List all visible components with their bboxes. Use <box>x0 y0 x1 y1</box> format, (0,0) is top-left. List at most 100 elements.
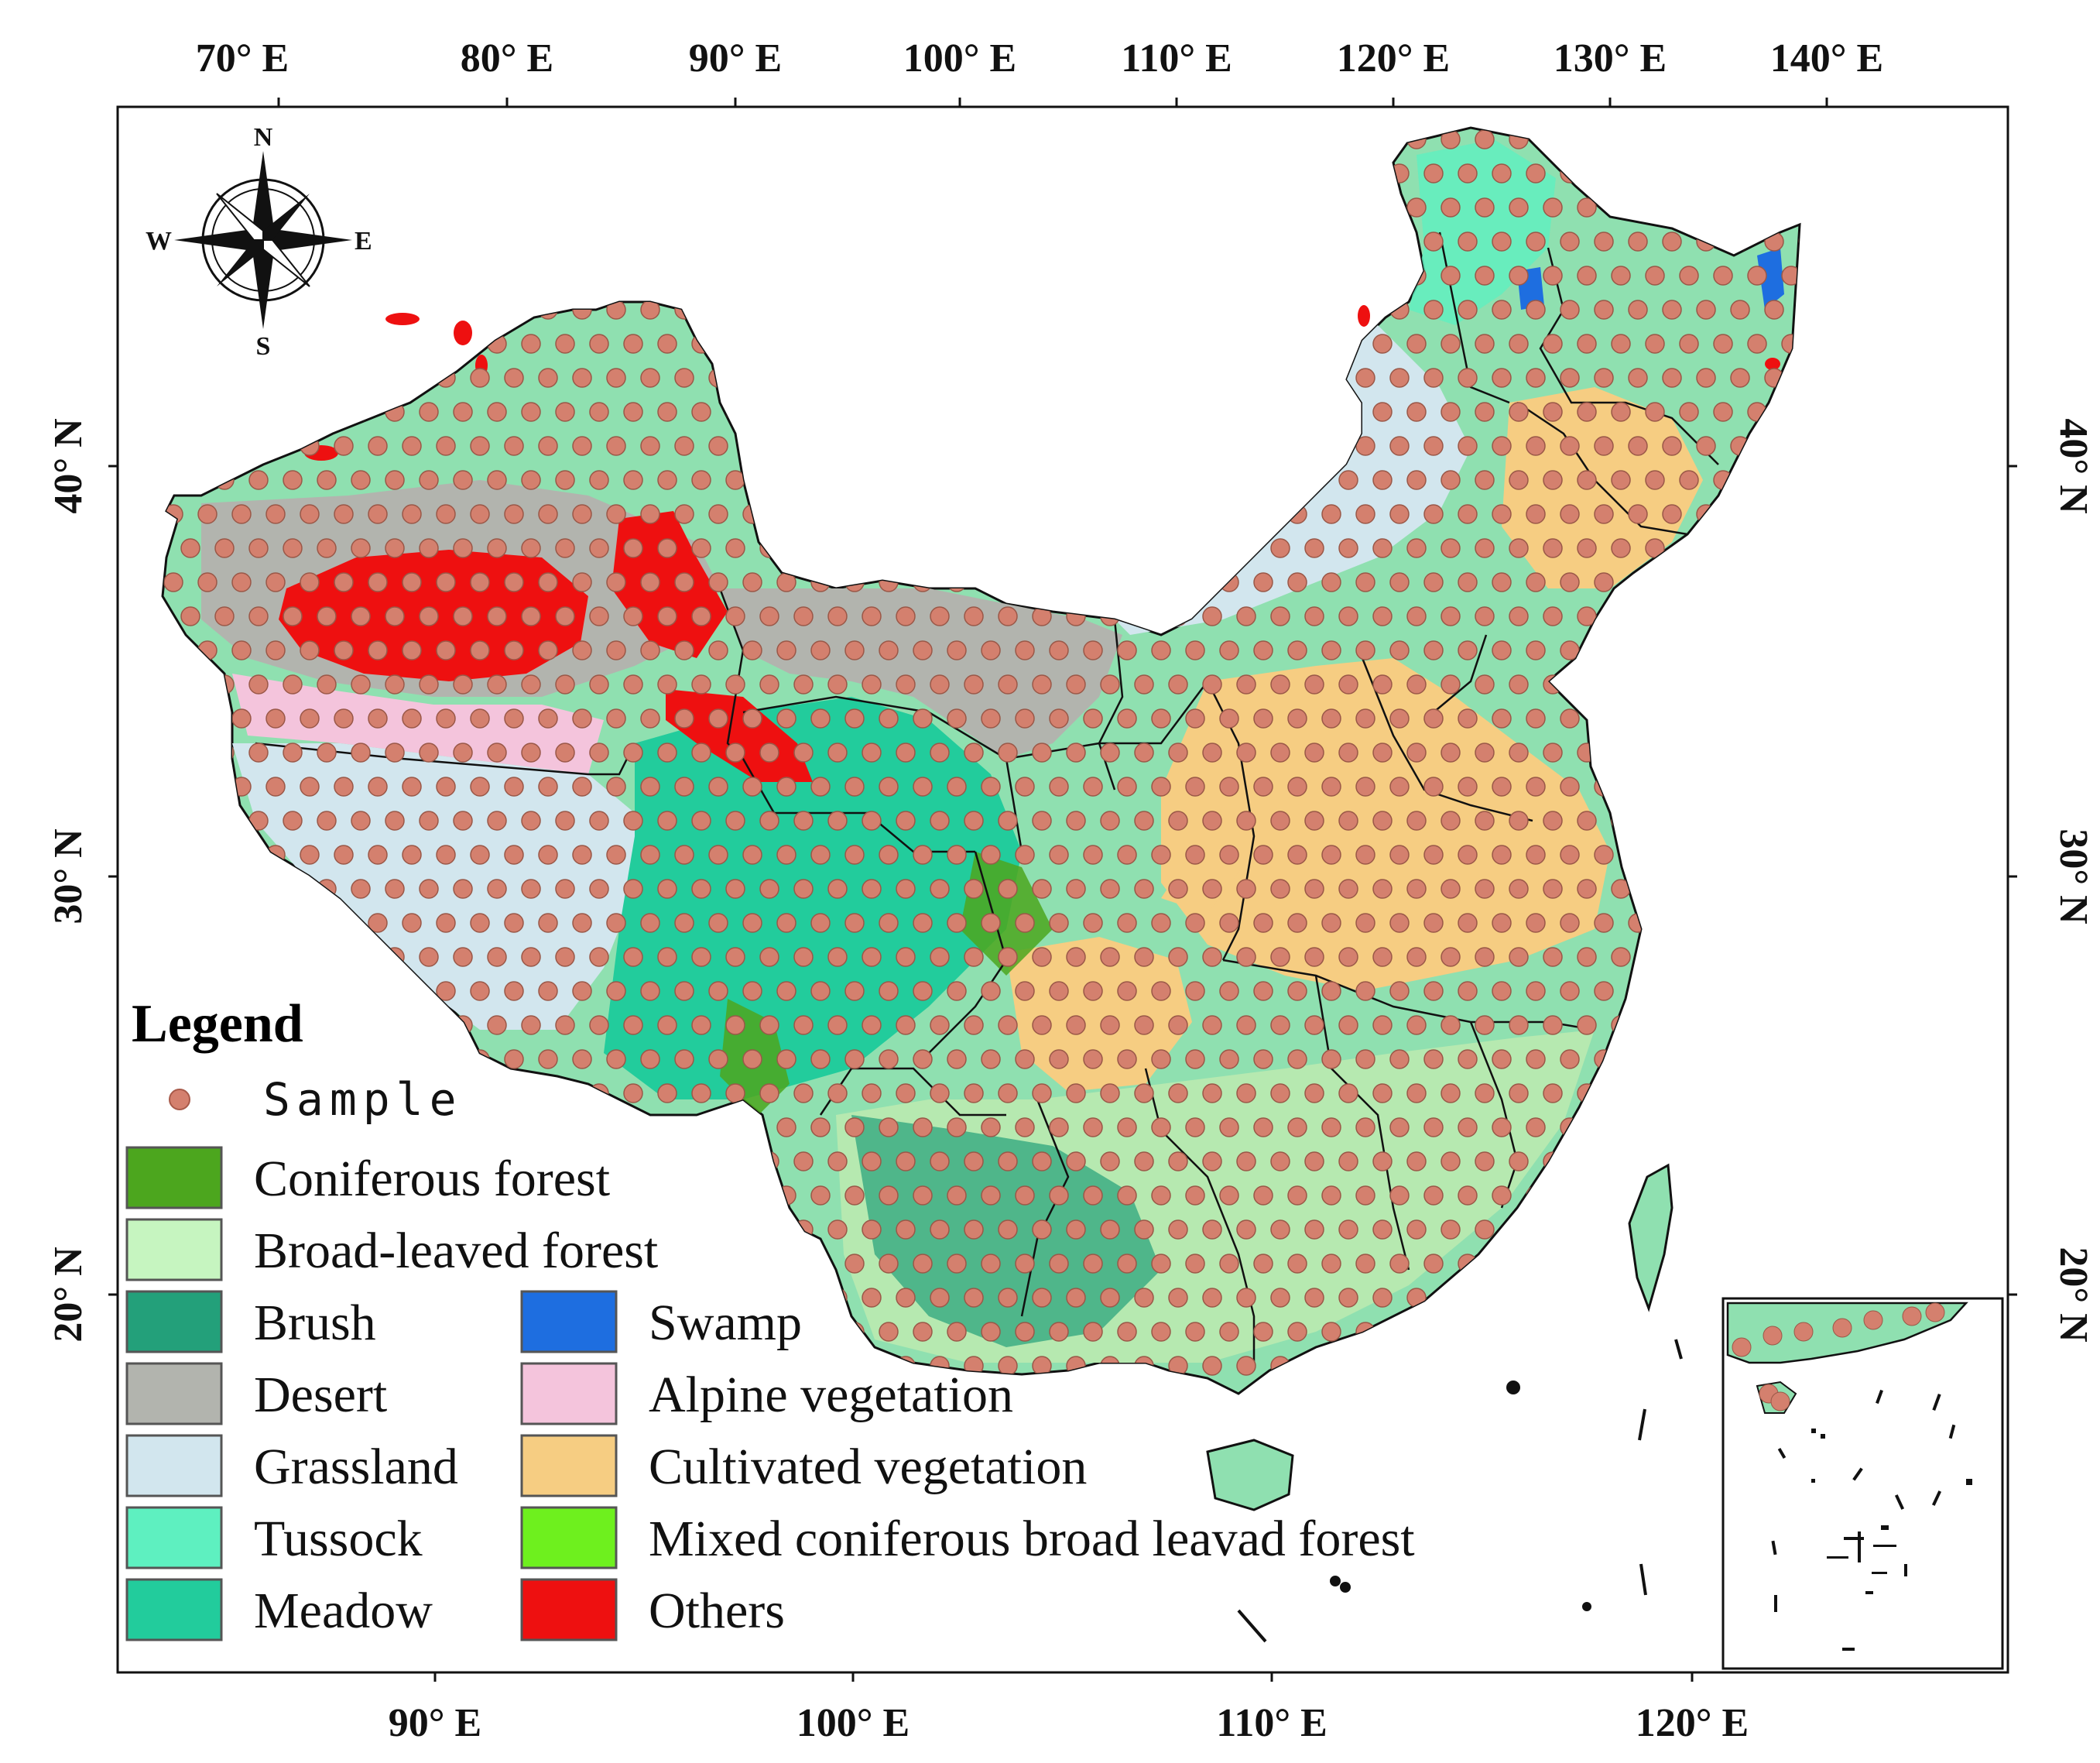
sample-point <box>691 606 711 626</box>
sample-point <box>248 470 269 490</box>
legend-sample-marker <box>169 1089 190 1110</box>
sample-point <box>1475 743 1495 763</box>
sample-point <box>589 402 609 422</box>
sample-point <box>606 913 626 933</box>
legend-label: Swamp <box>649 1295 802 1351</box>
sample-point <box>1492 777 1512 797</box>
compass-diagonal <box>263 194 310 240</box>
sample-point <box>589 1015 609 1035</box>
sample-point <box>623 334 643 354</box>
sample-point <box>1441 334 1461 354</box>
sample-point <box>708 504 728 524</box>
sample-point <box>1236 811 1256 831</box>
sample-point <box>913 708 933 729</box>
sample-point <box>964 1151 984 1171</box>
sample-point <box>879 1322 899 1342</box>
sample-point <box>1304 1219 1324 1240</box>
sample-point <box>708 845 728 865</box>
sample-point <box>1015 1185 1035 1206</box>
sample-point <box>1117 845 1137 865</box>
sample-point <box>896 1015 916 1035</box>
sample-point <box>1713 266 1733 286</box>
sample-point <box>1458 708 1478 729</box>
sample-point <box>1492 708 1512 729</box>
top-axis: 70° E 80° E 90° E 100° E 110° E 120° E 1… <box>196 36 1883 81</box>
sample-point <box>1560 708 1580 729</box>
sample-point <box>1270 1151 1290 1171</box>
sample-point <box>981 1185 1001 1206</box>
sample-point <box>1423 1185 1444 1206</box>
sample-point <box>555 879 575 899</box>
sample-point <box>572 504 592 524</box>
sample-point <box>1406 674 1427 695</box>
sample-point <box>1543 1083 1563 1103</box>
sample-point <box>572 368 592 388</box>
sample-point <box>1236 1288 1256 1308</box>
sample-point <box>1304 1288 1324 1308</box>
left-axis: 40° N 30° N 20° N <box>46 418 91 1342</box>
sample-point <box>1049 845 1069 865</box>
sample-point <box>862 1083 882 1103</box>
sample-point <box>1338 470 1358 490</box>
sample-point <box>1679 334 1699 354</box>
sample-point <box>589 606 609 626</box>
sample-point <box>1423 640 1444 660</box>
sample-point <box>1492 981 1512 1001</box>
sample-point <box>334 572 354 592</box>
sample-point <box>913 1322 933 1342</box>
top-tick-label: 120° E <box>1337 36 1450 81</box>
sample-point <box>1321 1185 1341 1206</box>
sample-point <box>453 606 473 626</box>
sample-point <box>1475 1083 1495 1103</box>
sample-point <box>947 708 967 729</box>
sample-point <box>521 947 541 967</box>
legend: Legend Sample Coniferous forest Broad-lea… <box>125 994 1415 1641</box>
legend-label: Cultivated vegetation <box>649 1439 1087 1495</box>
legend-label: Tussock <box>254 1511 423 1567</box>
sample-point <box>1475 947 1495 967</box>
sample-point <box>521 879 541 899</box>
sample-point <box>827 811 848 831</box>
bottom-axis: 90° E 100° E 110° E 120° E <box>389 1701 1749 1745</box>
sample-point <box>776 1049 796 1069</box>
hainan-island <box>1206 1439 1294 1511</box>
sample-point <box>283 743 303 763</box>
compass-diagonal <box>217 240 263 286</box>
sample-point <box>1441 402 1461 422</box>
sample-point <box>1287 708 1307 729</box>
sample-point <box>419 470 439 490</box>
compass-w-label: W <box>146 227 172 256</box>
sample-point <box>1168 743 1188 763</box>
sample-point <box>1236 947 1256 967</box>
sample-point <box>1577 1015 1597 1035</box>
sample-point <box>1202 1288 1222 1308</box>
sample-point <box>1236 1219 1256 1240</box>
sample-point <box>1372 1083 1393 1103</box>
sample-point <box>691 1015 711 1035</box>
sample-point <box>1423 163 1444 184</box>
sample-point <box>1355 1254 1375 1274</box>
compass-e-label: E <box>355 227 372 256</box>
sample-point <box>1253 1322 1273 1342</box>
sample-point <box>1543 1015 1563 1035</box>
sample-point <box>1406 1151 1427 1171</box>
sample-point <box>947 1254 967 1274</box>
sample-point <box>572 913 592 933</box>
sample-point <box>947 777 967 797</box>
sample-point <box>283 606 303 626</box>
sample-point <box>1509 947 1529 967</box>
sample-point <box>572 572 592 592</box>
sample-point <box>759 606 779 626</box>
sample-point <box>930 947 950 967</box>
sample-point <box>793 1151 814 1171</box>
sample-point <box>879 913 899 933</box>
sample-point <box>1338 606 1358 626</box>
sample-point <box>1628 232 1648 252</box>
legend-swatch <box>520 1290 618 1353</box>
sample-point <box>657 947 677 967</box>
sample-point <box>810 708 831 729</box>
sample-point <box>742 640 762 660</box>
sample-point <box>810 845 831 865</box>
sample-point <box>1355 845 1375 865</box>
sample-point <box>368 913 388 933</box>
